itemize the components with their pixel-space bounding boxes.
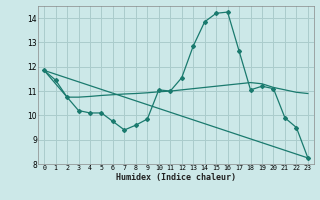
X-axis label: Humidex (Indice chaleur): Humidex (Indice chaleur) — [116, 173, 236, 182]
